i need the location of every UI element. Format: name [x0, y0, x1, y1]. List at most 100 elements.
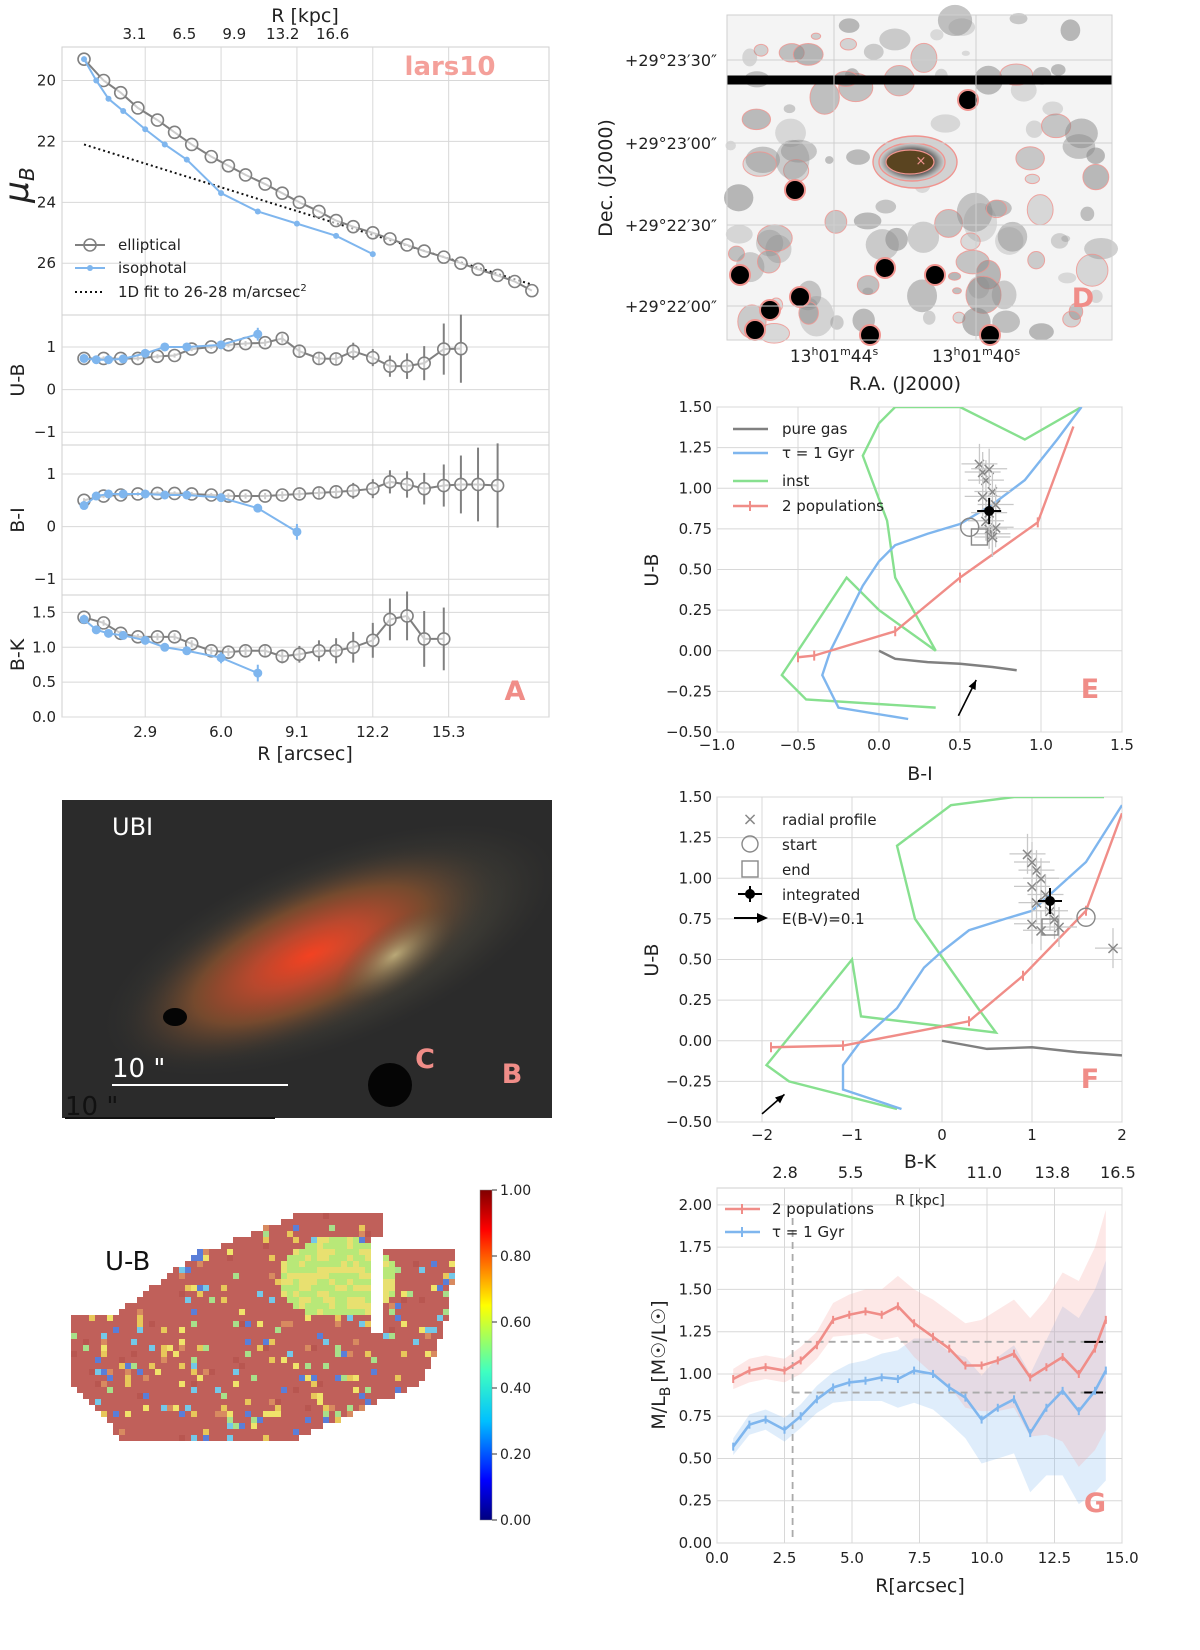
c-pixel — [203, 1291, 209, 1297]
panelF-clipped-layer: ××××××××××××× — [761, 797, 1122, 1115]
c-pixel — [173, 1321, 179, 1327]
c-pixel — [221, 1351, 227, 1357]
c-pixel — [209, 1261, 215, 1267]
c-pixel — [245, 1417, 251, 1423]
c-pixel — [449, 1273, 455, 1279]
c-pixel — [125, 1423, 131, 1429]
c-pixel — [395, 1279, 401, 1285]
c-pixel — [299, 1393, 305, 1399]
c-pixel — [95, 1315, 101, 1321]
c-pixel — [89, 1369, 95, 1375]
bk-elliptical-point-8 — [221, 645, 236, 659]
c-pixel — [335, 1393, 341, 1399]
c-pixel — [443, 1285, 449, 1291]
panel-a-ub-ylabel: U-B — [7, 363, 29, 396]
panel-c-colorbar-ticks: 1.000.800.600.400.200.00 — [492, 1183, 531, 1529]
c-pixel — [335, 1213, 341, 1219]
c-pixel — [407, 1261, 413, 1267]
c-pixel — [299, 1291, 305, 1297]
c-pixel — [239, 1285, 245, 1291]
c-pixel — [323, 1225, 329, 1231]
c-pixel — [413, 1285, 419, 1291]
c-pixel — [119, 1363, 125, 1369]
c-pixel — [437, 1255, 443, 1261]
c-pixel — [323, 1309, 329, 1315]
c-pixel — [287, 1309, 293, 1315]
c-pixel — [323, 1375, 329, 1381]
c-pixel — [263, 1375, 269, 1381]
c-pixel — [275, 1291, 281, 1297]
c-pixel — [317, 1351, 323, 1357]
c-pixel — [173, 1267, 179, 1273]
c-pixel — [281, 1333, 287, 1339]
c-pixel — [251, 1243, 257, 1249]
c-pixel — [155, 1309, 161, 1315]
c-pixel — [287, 1219, 293, 1225]
c-pixel — [299, 1411, 305, 1417]
c-pixel — [197, 1333, 203, 1339]
c-pixel — [311, 1381, 317, 1387]
c-pixel — [167, 1363, 173, 1369]
c-pixel — [101, 1357, 107, 1363]
c-pixel — [251, 1285, 257, 1291]
d-diffuse-source — [742, 48, 758, 67]
c-pixel — [245, 1255, 251, 1261]
c-pixel — [269, 1345, 275, 1351]
c-pixel — [257, 1369, 263, 1375]
bk-elliptical-point-20 — [436, 632, 451, 646]
c-pixel — [317, 1243, 323, 1249]
c-pixel — [173, 1357, 179, 1363]
c-pixel — [305, 1297, 311, 1303]
c-pixel — [233, 1291, 239, 1297]
bk-elliptical-point-18 — [400, 609, 414, 623]
d-star-2 — [729, 264, 751, 286]
c-pixel — [275, 1333, 281, 1339]
c-pixel — [107, 1381, 113, 1387]
c-pixel — [353, 1297, 359, 1303]
c-pixel — [173, 1297, 179, 1303]
c-pixel — [125, 1411, 131, 1417]
c-pixel — [311, 1243, 317, 1249]
c-pixel — [287, 1303, 293, 1309]
c-pixel — [425, 1273, 431, 1279]
panelF-ytick-6: 0.00 — [679, 1032, 712, 1050]
d-diffuse-source — [1042, 101, 1064, 116]
panel-g-ylabel-sub: B — [658, 1387, 674, 1397]
c-pixel — [299, 1303, 305, 1309]
c-pixel — [179, 1369, 185, 1375]
c-pixel — [113, 1375, 119, 1381]
c-pixel — [257, 1285, 263, 1291]
c-pixel — [347, 1351, 353, 1357]
d-diffuse-source — [856, 275, 880, 295]
ub-isophotal-point-3 — [118, 354, 128, 364]
c-pixel — [197, 1369, 203, 1375]
c-pixel — [359, 1345, 365, 1351]
d-diffuse-source — [985, 199, 1008, 219]
c-pixel — [221, 1333, 227, 1339]
c-pixel — [335, 1363, 341, 1369]
ub-elliptical-line — [84, 337, 461, 368]
c-pixel — [245, 1393, 251, 1399]
c-pixel — [317, 1315, 323, 1321]
panel-f-legend: × radial profile start end integrated E(… — [734, 809, 877, 928]
c-pixel — [425, 1309, 431, 1315]
c-pixel — [389, 1309, 395, 1315]
a-bk-ytick-3: 0.0 — [32, 708, 56, 726]
c-pixel — [377, 1351, 383, 1357]
c-pixel — [431, 1327, 437, 1333]
c-pixel — [251, 1333, 257, 1339]
c-pixel — [311, 1345, 317, 1351]
c-pixel — [389, 1303, 395, 1309]
c-pixel — [191, 1345, 197, 1351]
bi-isophotal-point-5 — [160, 490, 170, 500]
c-pixel — [419, 1285, 425, 1291]
c-pixel — [155, 1315, 161, 1321]
a-bk-ytick-0: 1.5 — [32, 603, 56, 621]
d-star-0 — [784, 179, 806, 201]
c-pixel — [449, 1279, 455, 1285]
c-pixel — [275, 1351, 281, 1357]
c-pixel — [257, 1381, 263, 1387]
c-pixel — [287, 1255, 293, 1261]
c-pixel — [173, 1309, 179, 1315]
c-pixel — [377, 1231, 383, 1237]
